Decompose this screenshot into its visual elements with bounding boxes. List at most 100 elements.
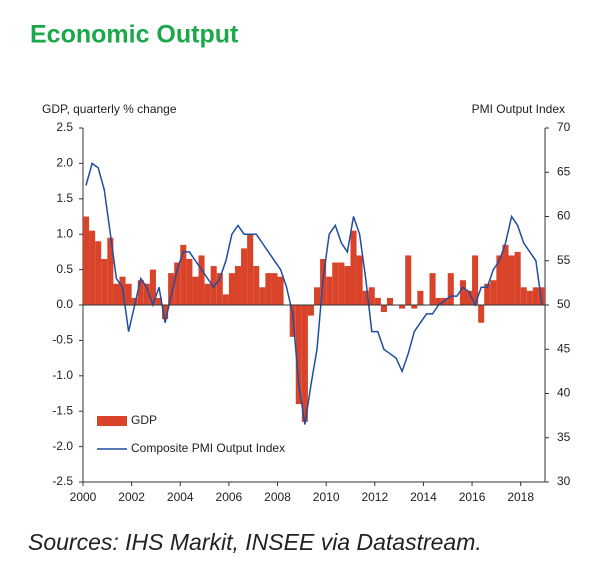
bar bbox=[149, 269, 156, 305]
bar bbox=[198, 255, 205, 305]
bar bbox=[435, 297, 442, 305]
bar bbox=[368, 287, 375, 305]
bar bbox=[520, 287, 527, 305]
bar bbox=[216, 273, 223, 305]
y2-tick-label: 35 bbox=[557, 430, 571, 444]
bar bbox=[265, 273, 272, 305]
y-tick-label: -1.0 bbox=[52, 368, 73, 382]
bar bbox=[192, 276, 199, 305]
bar bbox=[247, 234, 254, 305]
bar bbox=[113, 283, 120, 305]
y2-tick-label: 55 bbox=[557, 253, 571, 267]
bar bbox=[502, 244, 509, 305]
y2-tick-label: 70 bbox=[557, 120, 571, 134]
bar bbox=[326, 276, 333, 305]
x-tick-label: 2006 bbox=[216, 490, 243, 504]
y-tick-label: -1.5 bbox=[52, 403, 73, 417]
y-tick-label: 2.5 bbox=[56, 120, 73, 134]
y-tick-label: -2.0 bbox=[52, 439, 73, 453]
y2-tick-label: 50 bbox=[557, 297, 571, 311]
bar bbox=[180, 244, 187, 305]
legend-label: Composite PMI Output Index bbox=[131, 441, 285, 455]
x-tick-label: 2016 bbox=[459, 490, 486, 504]
y-tick-label: 0.5 bbox=[56, 262, 73, 276]
legend-label: GDP bbox=[131, 413, 157, 427]
y-tick-label: -2.5 bbox=[52, 474, 73, 488]
x-tick-label: 2002 bbox=[118, 490, 145, 504]
bar bbox=[496, 255, 503, 305]
bar bbox=[514, 251, 521, 305]
source-note: Sources: IHS Markit, INSEE via Datastrea… bbox=[28, 529, 482, 555]
y-tick-label: 1.5 bbox=[56, 191, 73, 205]
bar bbox=[259, 287, 266, 305]
chart-title: Economic Output bbox=[30, 21, 239, 49]
bar bbox=[338, 262, 345, 305]
y2-tick-label: 65 bbox=[557, 164, 571, 178]
bar bbox=[386, 297, 394, 305]
bar bbox=[186, 258, 193, 305]
bar bbox=[101, 258, 108, 305]
x-tick-label: 2012 bbox=[361, 490, 388, 504]
bar bbox=[143, 283, 150, 305]
bar bbox=[356, 255, 363, 305]
x-tick-label: 2014 bbox=[410, 490, 437, 504]
bar bbox=[137, 280, 144, 305]
bar bbox=[526, 290, 533, 305]
x-tick-label: 2004 bbox=[167, 490, 194, 504]
legend-swatch bbox=[97, 416, 127, 426]
y-tick-label: 1.0 bbox=[56, 226, 73, 240]
y-tick-label: 2.0 bbox=[56, 156, 73, 170]
bar bbox=[253, 266, 260, 305]
bar bbox=[204, 283, 211, 305]
x-tick-label: 2008 bbox=[264, 490, 291, 504]
bar bbox=[222, 294, 229, 305]
bar bbox=[131, 297, 138, 305]
bar bbox=[465, 290, 473, 305]
x-tick-label: 2018 bbox=[507, 490, 534, 504]
bar bbox=[380, 305, 387, 313]
bar bbox=[399, 305, 406, 309]
bar bbox=[162, 305, 169, 320]
bar bbox=[411, 305, 418, 309]
bar bbox=[228, 273, 235, 305]
y2-tick-label: 40 bbox=[557, 386, 571, 400]
bar bbox=[447, 273, 454, 305]
bar bbox=[429, 273, 436, 305]
y-tick-label: 0.0 bbox=[56, 297, 73, 311]
bar bbox=[241, 248, 248, 305]
y2-tick-label: 60 bbox=[557, 209, 571, 223]
y2-tick-label: 45 bbox=[557, 341, 571, 355]
bar bbox=[362, 290, 369, 305]
bar bbox=[478, 305, 485, 323]
bar bbox=[107, 237, 114, 305]
bar bbox=[301, 305, 308, 422]
bar bbox=[295, 305, 302, 405]
bar bbox=[484, 283, 491, 305]
bar bbox=[210, 266, 217, 305]
bar bbox=[95, 241, 102, 305]
bar bbox=[168, 273, 175, 305]
bar bbox=[332, 262, 339, 305]
y2-tick-label: 30 bbox=[557, 474, 571, 488]
bar bbox=[89, 230, 96, 305]
bar bbox=[277, 276, 284, 305]
bar bbox=[508, 255, 515, 305]
bar bbox=[532, 287, 539, 305]
bar bbox=[459, 280, 466, 305]
bar bbox=[405, 255, 412, 305]
bar bbox=[307, 305, 314, 316]
y2-axis-label: PMI Output Index bbox=[472, 102, 565, 116]
x-tick-label: 2000 bbox=[70, 490, 97, 504]
y-tick-label: -0.5 bbox=[52, 333, 73, 347]
bar bbox=[314, 287, 321, 305]
bar bbox=[271, 273, 278, 305]
bar bbox=[234, 266, 242, 305]
bar bbox=[125, 283, 132, 305]
bar bbox=[374, 297, 381, 305]
y-axis-label: GDP, quarterly % change bbox=[42, 102, 177, 116]
bar bbox=[538, 287, 545, 305]
bar bbox=[83, 216, 90, 305]
bar bbox=[350, 230, 357, 305]
bar bbox=[174, 262, 181, 305]
